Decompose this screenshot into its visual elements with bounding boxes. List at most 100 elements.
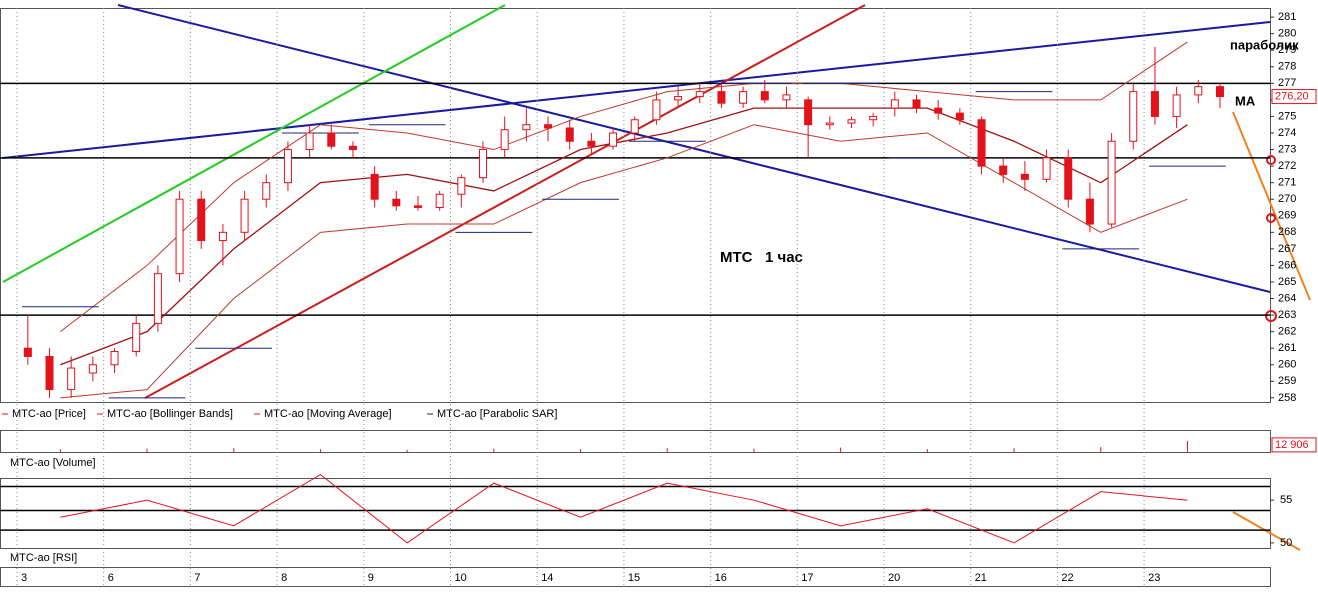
y-tick-label: 263	[1278, 309, 1296, 321]
y-tick-label: 265	[1278, 276, 1296, 288]
candle-body	[955, 112, 964, 121]
candle-body	[717, 91, 726, 104]
y-tick-label: 271	[1278, 177, 1296, 189]
y-tick-label: 264	[1278, 292, 1296, 304]
candle-body	[1194, 86, 1203, 96]
marker	[1266, 213, 1276, 223]
candle-body	[67, 367, 76, 391]
candle-body	[1064, 157, 1073, 200]
y-tick-label: 279	[1278, 44, 1296, 56]
candle-body	[934, 107, 943, 114]
candle-body	[1020, 173, 1029, 180]
candle-body	[88, 364, 97, 374]
candle-body	[132, 322, 141, 353]
arrow	[1232, 111, 1311, 301]
x-tick-label: 23	[1148, 572, 1160, 584]
candle-body	[630, 119, 639, 134]
candle-body	[435, 193, 444, 208]
y-tick-label: 278	[1278, 61, 1296, 73]
candle-body	[392, 198, 401, 207]
trendlines	[2, 4, 1311, 551]
candle-body	[153, 273, 162, 324]
trendline	[144, 4, 866, 399]
candle-body	[1042, 157, 1051, 180]
y-tick-label: 277	[1278, 77, 1296, 89]
trendline	[2, 21, 1271, 159]
candle-body	[283, 149, 292, 184]
x-tick-label: 7	[194, 572, 200, 584]
annotation: МА	[1235, 93, 1256, 108]
y-tick-label: 262	[1278, 326, 1296, 338]
candle-body	[999, 165, 1008, 175]
candle-body	[609, 132, 618, 147]
candle-body	[804, 99, 813, 126]
arrow	[1232, 511, 1301, 551]
x-tick-label: 22	[1061, 572, 1073, 584]
y-tick-label: 267	[1278, 243, 1296, 255]
candle-body	[175, 198, 184, 275]
candle-body	[110, 351, 119, 366]
candle-body	[1150, 91, 1159, 117]
candle-body	[500, 129, 509, 151]
candle-body	[587, 140, 596, 147]
trendline	[2, 4, 506, 283]
panel-label: MTC-ao [Volume]	[10, 457, 96, 469]
annotation: параболик	[1230, 37, 1299, 52]
volume-panel	[0, 430, 1271, 453]
y-tick-label: 275	[1278, 110, 1296, 122]
y-tick-label: 266	[1278, 259, 1296, 271]
candle-body	[327, 132, 336, 147]
candle-body	[565, 127, 574, 142]
marker	[1265, 310, 1277, 322]
candle-body	[544, 124, 553, 129]
candle-body	[479, 149, 488, 179]
x-tick-label: 8	[281, 572, 287, 584]
y-tick-label: 274	[1278, 127, 1296, 139]
y-tick-label: 260	[1278, 359, 1296, 371]
y-tick-label: 261	[1278, 342, 1296, 354]
candle-body	[23, 347, 32, 357]
legend-label: MTC-ao [Bollinger Bands]	[107, 408, 233, 420]
x-tick-label: 20	[888, 572, 900, 584]
legend-label: MTC-ao [Moving Average]	[264, 408, 392, 420]
candle-body	[240, 198, 249, 233]
candle-body	[457, 177, 466, 195]
x-tick-label: 14	[541, 572, 553, 584]
y-tick-label: 259	[1278, 375, 1296, 387]
x-tick-label: 10	[455, 572, 467, 584]
bollinger-upper	[60, 41, 1188, 333]
candle-body	[262, 182, 271, 200]
legend-label: MTC-ao [Parabolic SAR]	[437, 408, 557, 420]
y-tick-label: 258	[1278, 392, 1296, 404]
last-price-box	[1271, 89, 1317, 105]
legend-label: MTC-ao [Price]	[12, 408, 86, 420]
x-tick-label: 15	[628, 572, 640, 584]
volume-last-label: 12 906	[1275, 439, 1309, 451]
y-tick-label: 270	[1278, 193, 1296, 205]
candle-body	[370, 173, 379, 200]
candle-body	[522, 124, 531, 131]
x-tick-label: 21	[975, 572, 987, 584]
x-tick-label: 3	[21, 572, 27, 584]
candle-body	[890, 99, 899, 109]
candle-body	[413, 205, 422, 208]
y-tick-label: 281	[1278, 11, 1296, 23]
x-tick-label: 9	[368, 572, 374, 584]
candle-body	[825, 122, 834, 126]
y-tick-label: 269	[1278, 210, 1296, 222]
rsi-line	[60, 473, 1188, 544]
y-tick-label: 50	[1280, 537, 1292, 549]
marker	[1266, 155, 1276, 165]
x-tick-label: 6	[108, 572, 114, 584]
trendline	[117, 4, 1271, 293]
candle-body	[197, 198, 206, 242]
chart-title: МТС 1 час	[720, 249, 803, 266]
candle-body	[218, 231, 227, 242]
candle-body	[912, 99, 921, 109]
candle-body	[1129, 91, 1138, 142]
candle-body	[869, 115, 878, 121]
candle-body	[782, 94, 791, 101]
candle-body	[695, 91, 704, 98]
